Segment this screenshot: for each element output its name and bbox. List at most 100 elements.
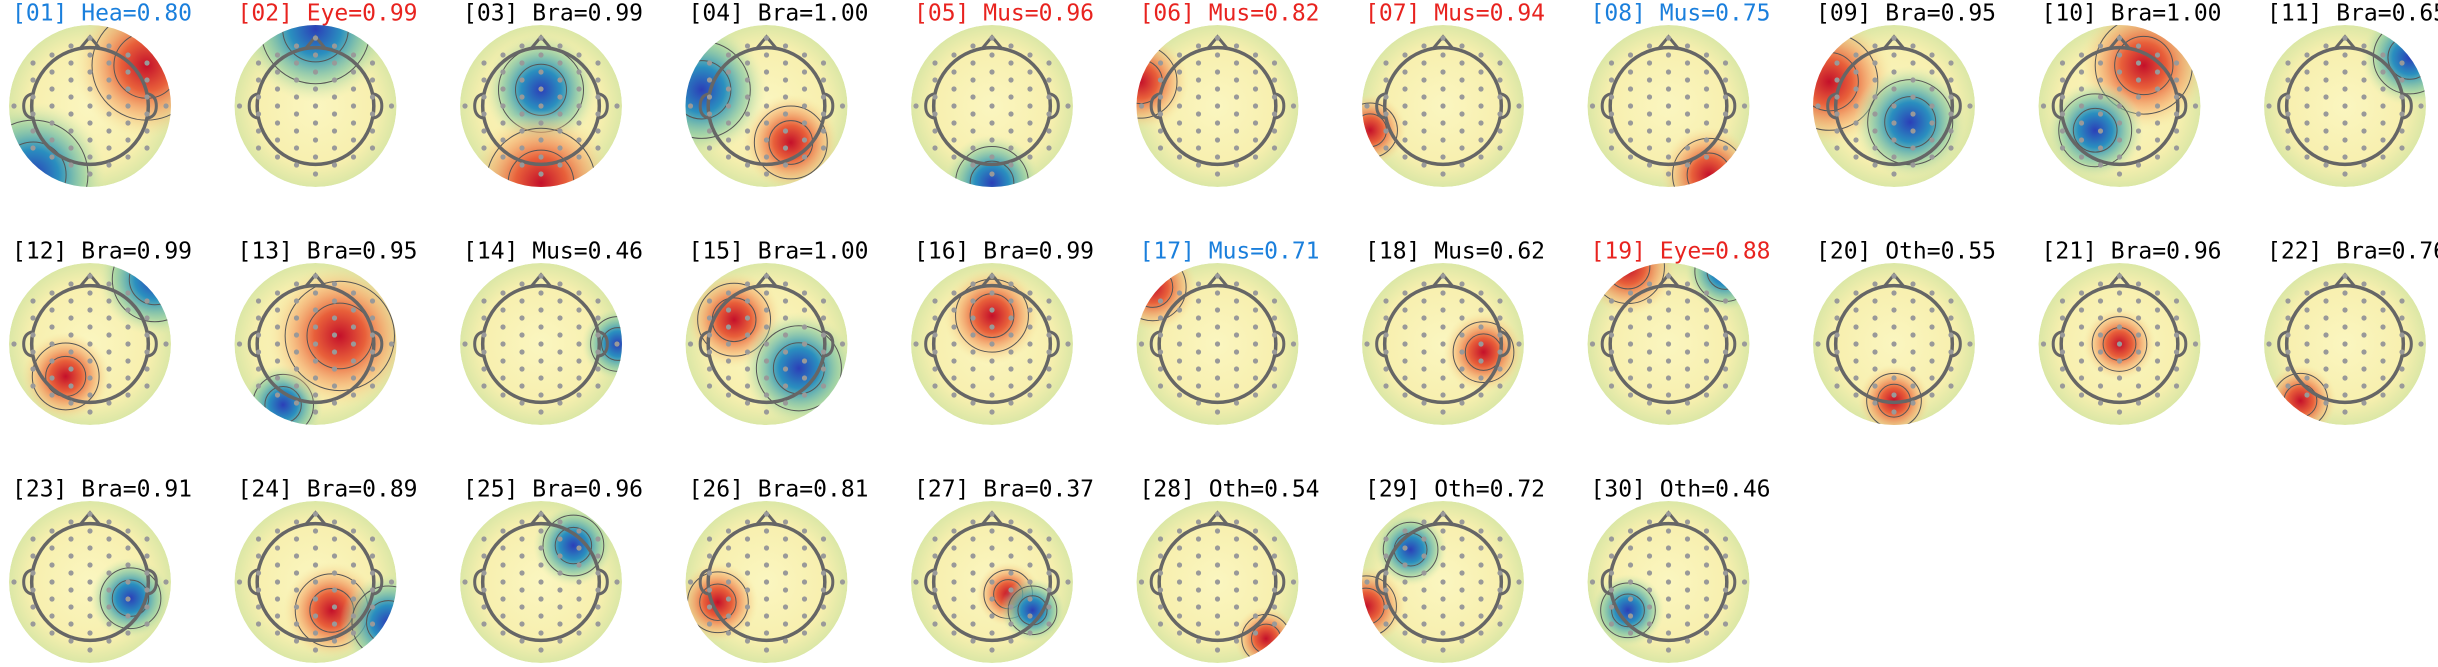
sensor — [255, 587, 262, 593]
sensor — [312, 511, 319, 517]
sensor — [1440, 154, 1446, 160]
contour — [554, 526, 593, 565]
sensor — [312, 613, 319, 619]
sensor — [1872, 281, 1878, 287]
sensor — [1684, 111, 1691, 117]
sensor — [1853, 52, 1859, 58]
sensor — [1872, 315, 1878, 321]
sensor — [500, 596, 506, 602]
sensor — [1176, 392, 1183, 398]
sensor — [1853, 324, 1859, 330]
sensor — [782, 587, 789, 593]
sensor — [1233, 519, 1240, 525]
sensor — [1402, 103, 1408, 109]
sensor — [144, 332, 150, 338]
sensor — [519, 383, 525, 389]
sensor — [989, 358, 995, 364]
sensor — [1440, 341, 1446, 347]
sensor — [2285, 77, 2291, 83]
sensor — [970, 111, 976, 117]
sensor — [989, 341, 995, 347]
sensor — [87, 579, 93, 585]
sensor — [2399, 366, 2405, 372]
sensor — [312, 86, 319, 92]
sensor — [1608, 383, 1615, 389]
sensor — [989, 86, 995, 92]
sensor — [1195, 400, 1202, 406]
component-title: [27] Bra=0.37 — [914, 477, 1094, 503]
sensor — [1608, 587, 1615, 593]
sensor — [989, 596, 995, 602]
sensor — [49, 579, 55, 585]
sensor — [1440, 307, 1446, 313]
sensor — [1233, 111, 1240, 117]
sensor — [1703, 358, 1710, 364]
sensor — [481, 60, 487, 66]
sensor — [1402, 307, 1408, 313]
sensor — [1478, 307, 1484, 313]
sensor — [2418, 103, 2424, 109]
sensor — [1703, 69, 1710, 75]
sensor — [2380, 307, 2386, 313]
sensor — [763, 630, 770, 636]
sensor — [163, 579, 169, 585]
sensor — [350, 392, 357, 398]
component-title: [30] Oth=0.46 — [1591, 477, 1771, 503]
sensor — [801, 307, 808, 313]
sensor — [913, 579, 919, 585]
sensor — [538, 647, 544, 653]
sensor — [1497, 366, 1503, 372]
sensor — [87, 171, 93, 177]
sensor — [557, 94, 563, 100]
sensor — [2078, 86, 2085, 92]
sensor — [1402, 630, 1408, 636]
sensor — [2135, 400, 2142, 406]
topomap: [11] Bra=0.65 — [2264, 1, 2438, 187]
sensor — [1008, 587, 1014, 593]
sensor — [106, 162, 112, 168]
sensor — [820, 553, 827, 559]
sensor — [951, 120, 957, 126]
sensor — [2078, 69, 2085, 75]
sensor — [1459, 77, 1465, 83]
sensor — [1646, 570, 1653, 576]
sensor — [369, 366, 376, 372]
sensor — [2380, 69, 2386, 75]
sensor — [1271, 128, 1278, 134]
sensor — [1853, 103, 1859, 109]
component-title: [05] Mus=0.96 — [914, 1, 1094, 27]
sensor — [1684, 145, 1691, 151]
sensor — [763, 341, 770, 347]
sensor — [11, 579, 17, 585]
sensor — [1608, 94, 1615, 100]
sensor — [1608, 536, 1615, 542]
sensor — [763, 358, 770, 364]
sensor — [2173, 366, 2180, 372]
left-ear — [473, 92, 484, 120]
sensor — [1383, 94, 1389, 100]
sensor — [557, 60, 563, 66]
sensor — [2173, 145, 2180, 151]
sensor — [1722, 383, 1729, 389]
sensor — [1176, 630, 1183, 636]
sensor — [1421, 638, 1427, 644]
sensor — [312, 545, 319, 551]
topomap: [12] Bra=0.99 — [9, 239, 192, 425]
sensor — [1046, 536, 1052, 542]
sensor — [1722, 332, 1729, 338]
sensor — [2116, 103, 2123, 109]
sensor — [557, 43, 563, 49]
sensor — [989, 528, 995, 534]
sensor — [538, 103, 544, 109]
sensor — [820, 111, 827, 117]
sensor — [595, 570, 601, 576]
sensor — [538, 562, 544, 568]
sensor — [481, 77, 487, 83]
sensor — [989, 324, 995, 330]
sensor — [2323, 315, 2329, 321]
sensor — [576, 69, 582, 75]
sensor — [293, 349, 300, 355]
sensor — [1910, 111, 1916, 117]
sensor — [1646, 77, 1653, 83]
sensor — [1440, 120, 1446, 126]
